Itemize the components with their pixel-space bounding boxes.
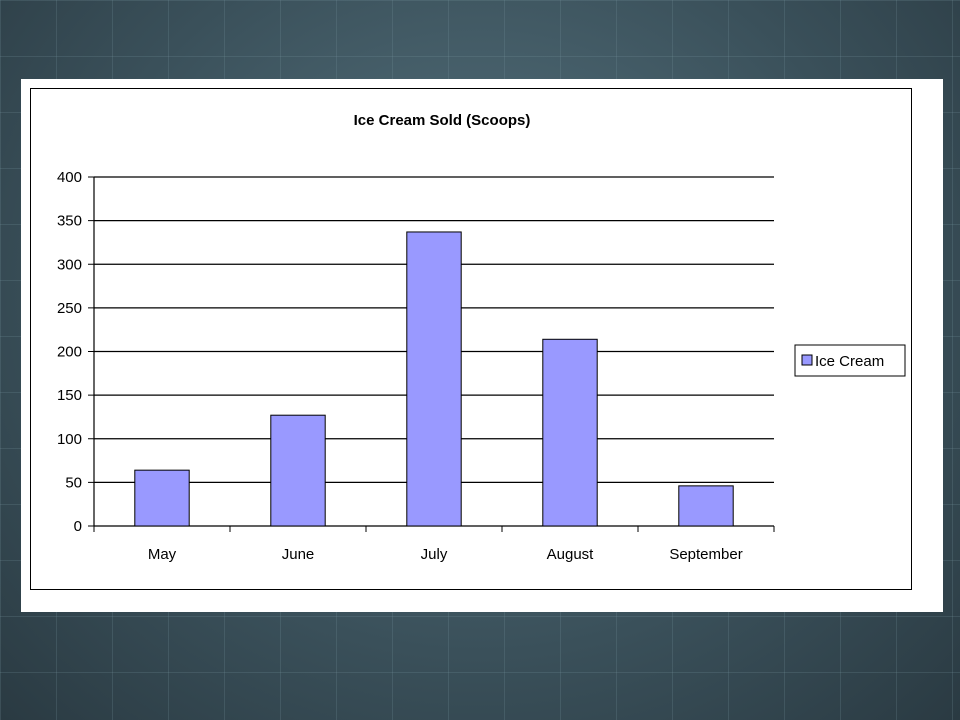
bar	[678, 485, 734, 527]
slide-panel: Ice Cream Sold (Scoops) 0 50 100 150 200 250 3…	[21, 79, 943, 612]
chart-title: Ice Cream Sold (Scoops)	[354, 112, 531, 129]
x-tick-label: September	[669, 546, 742, 563]
y-tick-label: 150	[57, 387, 82, 404]
x-tick-label: August	[547, 546, 595, 563]
y-tick-label: 300	[57, 256, 82, 273]
y-tick-label: 200	[57, 344, 82, 361]
y-tick-label: 400	[57, 169, 82, 186]
x-tick-labels: May June July August September	[148, 546, 743, 563]
bar	[542, 338, 598, 527]
bar	[270, 414, 326, 527]
x-tick-label: July	[421, 546, 448, 563]
x-tick-label: May	[148, 546, 177, 563]
bar	[134, 469, 190, 527]
y-tick-label: 100	[57, 431, 82, 448]
bars	[134, 231, 734, 527]
chart-area: Ice Cream Sold (Scoops) 0 50 100 150 200 250 3…	[30, 88, 912, 590]
y-tick-label: 50	[65, 474, 82, 491]
y-tick-label: 0	[74, 518, 82, 535]
legend-swatch	[801, 354, 813, 366]
bar	[406, 231, 462, 527]
legend-label: Ice Cream	[815, 353, 884, 370]
bar-chart: Ice Cream Sold (Scoops) 0 50 100 150 200 250 3…	[57, 112, 906, 563]
y-tick-label: 350	[57, 213, 82, 230]
y-tick-label: 250	[57, 300, 82, 317]
y-tick-labels: 0 50 100 150 200 250 300 350 400	[57, 169, 82, 535]
x-tick-label: June	[282, 546, 315, 563]
legend: Ice Cream	[794, 344, 906, 377]
legend-box	[794, 344, 906, 377]
